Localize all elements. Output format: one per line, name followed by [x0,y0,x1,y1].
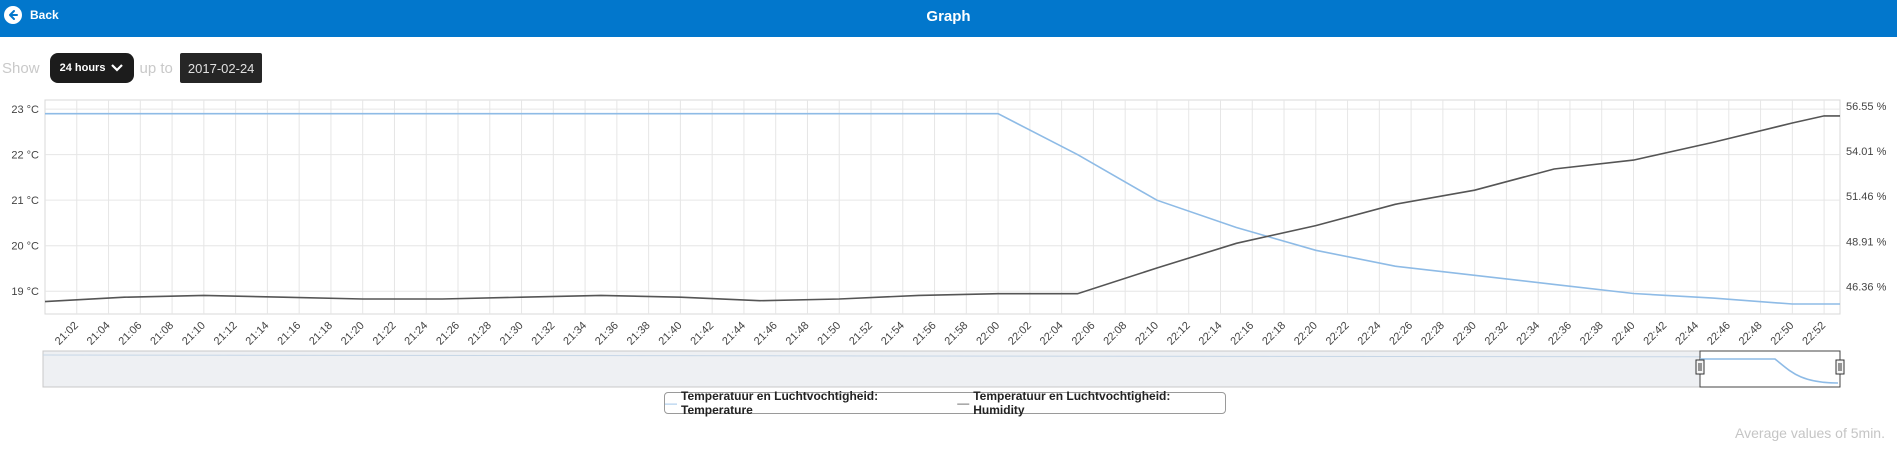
x-tick-label: 22:24 [1356,320,1384,348]
y-left-tick-label: 23 °C [11,104,39,116]
x-tick-label: 22:34 [1514,320,1542,348]
x-tick-label: 22:26 [1387,320,1415,348]
x-tick-label: 21:22 [371,320,399,348]
x-tick-label: 21:36 [593,320,621,348]
legend-swatch-temperature: — [665,396,677,410]
x-tick-label: 22:38 [1578,320,1606,348]
x-tick-label: 22:48 [1737,320,1765,348]
legend-swatch-humidity: — [957,396,970,410]
x-axis: 21:02 21:04 21:06 21:08 21:10 21:12 21:14 21:16… [53,320,1828,348]
x-tick-label: 21:40 [657,320,685,348]
x-tick-label: 21:32 [529,320,557,348]
x-tick-label: 22:08 [1101,320,1129,348]
temperature-line [45,112,1840,305]
chart-grid [44,99,1841,315]
x-tick-label: 22:50 [1769,320,1797,348]
x-tick-label: 21:48 [784,320,812,348]
top-bar: Back Graph [0,0,1897,37]
date-input[interactable]: 2017-02-24 [179,53,263,83]
x-tick-label: 22:04 [1038,320,1066,348]
x-tick-label: 22:12 [1165,320,1193,348]
x-tick-label: 22:32 [1483,320,1511,348]
x-tick-label: 22:42 [1641,320,1669,348]
y-left-tick-label: 22 °C [11,150,39,162]
series-lines [44,112,1840,305]
range-navigator[interactable] [42,350,1845,388]
x-tick-label: 22:36 [1546,320,1574,348]
chevron-down-icon [111,64,124,72]
period-value: 24 hours [59,62,106,74]
x-tick-label: 21:24 [402,320,430,348]
chart-legend[interactable]: — Temperatuur en Luchtvochtigheid: Tempe… [664,389,1226,417]
page-title: Graph [926,8,971,25]
period-select[interactable]: 24 hours [49,53,134,83]
x-tick-label: 22:22 [1324,320,1352,348]
x-tick-label: 21:54 [879,320,907,348]
legend-item-humidity[interactable]: Temperatuur en Luchtvochtigheid: Humidit… [973,389,1171,417]
x-tick-label: 22:06 [1070,320,1098,348]
x-tick-label: 21:16 [275,320,303,348]
x-tick-label: 22:40 [1610,320,1638,348]
x-tick-label: 21:42 [688,320,716,348]
x-tick-label: 21:02 [53,320,81,348]
x-tick-label: 22:30 [1451,320,1479,348]
navigator-handle[interactable] [1695,359,1705,375]
x-tick-label: 22:02 [1006,320,1034,348]
x-tick-label: 21:08 [148,320,176,348]
y-left-tick-label: 20 °C [11,241,39,253]
y-right-tick-label: 54.01 % [1846,146,1887,158]
x-tick-label: 21:20 [339,320,367,348]
x-tick-label: 21:06 [116,320,144,348]
x-tick-label: 21:14 [244,320,272,348]
x-tick-label: 22:10 [1133,320,1161,348]
y-right-tick-label: 48.91 % [1846,236,1887,248]
x-tick-label: 21:44 [720,320,748,348]
graph-chart: 19 °C 20 °C 21 °C 22 °C 23 °C 46.36 % 48.91 %… [11,99,1887,388]
back-button[interactable]: Back [4,6,59,24]
legend-item-temperature[interactable]: Temperatuur en Luchtvochtigheid: Tempera… [681,389,879,417]
x-tick-label: 21:38 [625,320,653,348]
x-tick-label: 21:04 [85,320,113,348]
x-tick-label: 22:18 [1260,320,1288,348]
up-to-label: up to [139,59,173,77]
navigator-handle[interactable] [1835,359,1845,375]
y-axis-left: 19 °C 20 °C 21 °C 22 °C 23 °C [11,104,39,298]
y-right-tick-label: 51.46 % [1846,191,1887,203]
x-tick-label: 21:34 [561,320,589,348]
y-left-tick-label: 21 °C [11,195,39,207]
arrow-left-icon [4,6,22,24]
x-tick-label: 22:46 [1705,320,1733,348]
x-tick-label: 21:50 [815,320,843,348]
show-label: Show [2,59,40,77]
x-tick-label: 21:52 [847,320,875,348]
x-tick-label: 22:00 [974,320,1002,348]
x-tick-label: 21:30 [498,320,526,348]
x-tick-label: 21:58 [942,320,970,348]
y-right-tick-label: 56.55 % [1846,101,1887,113]
x-tick-label: 21:18 [307,320,335,348]
x-tick-label: 22:16 [1228,320,1256,348]
y-left-tick-label: 19 °C [11,286,39,298]
footnote: Average values of 5min. [1735,425,1885,441]
x-tick-label: 22:44 [1673,320,1701,348]
y-right-tick-label: 46.36 % [1846,281,1887,293]
x-tick-label: 21:26 [434,320,462,348]
y-axis-right: 46.36 % 48.91 % 51.46 % 54.01 % 56.55 % [1846,101,1887,293]
x-tick-label: 21:12 [212,320,240,348]
humidity-line [44,115,1840,303]
x-tick-label: 21:10 [180,320,208,348]
x-tick-label: 22:14 [1197,320,1225,348]
back-label: Back [30,8,59,22]
navigator-series-selected [1700,358,1839,384]
x-tick-label: 22:52 [1800,320,1828,348]
plot-frame [44,99,1841,315]
x-tick-label: 21:46 [752,320,780,348]
graph-controls: Show 24 hours up to 2017-02-24 [2,52,263,84]
navigator-series [42,354,1841,358]
x-tick-label: 22:28 [1419,320,1447,348]
x-tick-label: 21:56 [911,320,939,348]
x-tick-label: 21:28 [466,320,494,348]
x-tick-label: 22:20 [1292,320,1320,348]
